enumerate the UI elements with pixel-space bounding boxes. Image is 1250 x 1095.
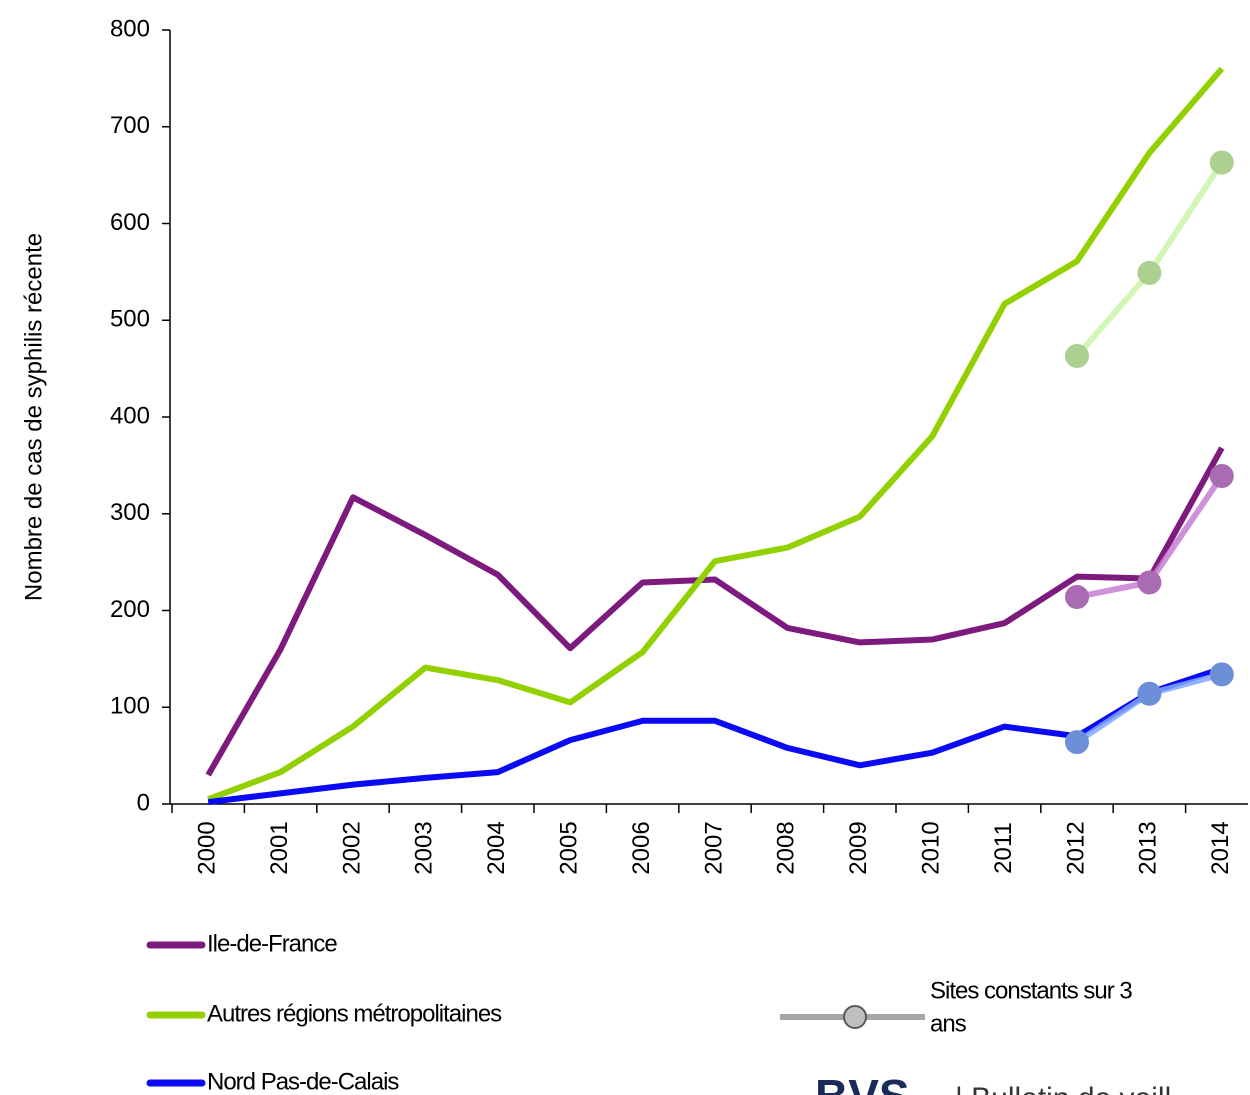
series-line bbox=[207, 66, 1225, 802]
constant-point bbox=[1209, 464, 1234, 489]
x-tick-label: 2013 bbox=[1135, 821, 1162, 874]
y-axis-label: Nombre de cas de syphilis récente bbox=[20, 233, 47, 601]
legend-label: Sites constants sur 3 bbox=[930, 977, 1132, 1004]
x-tick-label: 2009 bbox=[845, 821, 872, 874]
x-tick-label: 2007 bbox=[700, 821, 727, 874]
series-line bbox=[207, 665, 1223, 806]
x-tick-label: 2003 bbox=[411, 821, 438, 874]
y-tick-label: 0 bbox=[137, 789, 150, 816]
x-tick-label: 2014 bbox=[1207, 821, 1234, 874]
legend-label: ans bbox=[930, 1010, 967, 1037]
constant-line bbox=[1074, 160, 1225, 359]
constant-point bbox=[1137, 260, 1162, 285]
constant-point bbox=[1065, 584, 1089, 609]
x-tick-label: 2005 bbox=[556, 821, 583, 874]
y-tick-label: 100 bbox=[110, 693, 150, 720]
x-tick-label: 2008 bbox=[773, 821, 800, 874]
footer-text: | Bulletin de veill bbox=[955, 1082, 1171, 1095]
footer-logo: BVS bbox=[815, 1070, 910, 1095]
x-tick-label: 2011 bbox=[990, 822, 1017, 874]
constant-point bbox=[1137, 570, 1162, 595]
y-tick-label: 400 bbox=[110, 402, 150, 429]
constant-point bbox=[1065, 730, 1089, 755]
x-tick-label: 2004 bbox=[483, 821, 510, 874]
x-tick-label: 2000 bbox=[194, 821, 221, 874]
y-tick-label: 700 bbox=[110, 112, 150, 139]
y-tick-label: 800 bbox=[110, 15, 150, 42]
series-line bbox=[205, 446, 1225, 777]
x-tick-label: 2006 bbox=[628, 821, 655, 874]
constant-point bbox=[1209, 662, 1234, 687]
legend-label: Nord Pas-de-Calais bbox=[207, 1068, 399, 1095]
legend-label: Autres régions métropolitaines bbox=[207, 1000, 502, 1027]
y-tick-label: 500 bbox=[110, 306, 150, 333]
constant-point bbox=[1137, 681, 1162, 706]
y-tick-label: 200 bbox=[110, 596, 150, 623]
constant-point bbox=[1209, 150, 1234, 175]
constant-point bbox=[1065, 344, 1089, 369]
x-tick-label: 2012 bbox=[1062, 821, 1089, 874]
x-tick-label: 2002 bbox=[338, 821, 365, 874]
y-tick-label: 600 bbox=[110, 209, 150, 236]
legend-marker bbox=[843, 1005, 867, 1029]
legend-label: Ile-de-France bbox=[207, 930, 337, 957]
x-tick-label: 2010 bbox=[918, 821, 945, 874]
y-tick-label: 300 bbox=[110, 499, 150, 526]
x-tick-label: 2001 bbox=[266, 821, 293, 874]
